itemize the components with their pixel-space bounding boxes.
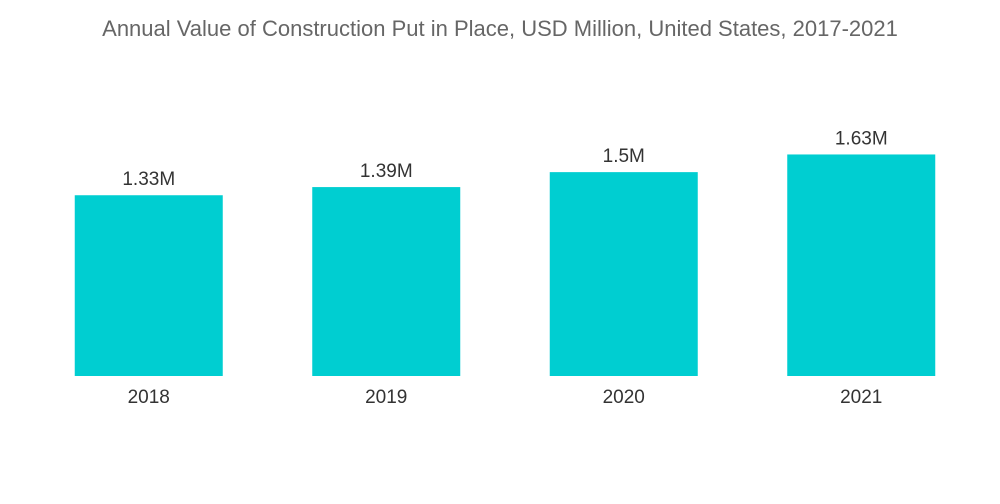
value-label-2019: 1.39M	[360, 161, 413, 182]
bar-2021	[787, 154, 936, 376]
chart-title: Annual Value of Construction Put in Plac…	[102, 16, 898, 41]
x-tick-label-2021: 2021	[840, 387, 882, 408]
bars-layer	[74, 154, 936, 376]
x-tick-labels-layer: 2018 2019 2020 2021	[128, 387, 883, 408]
x-tick-label-2019: 2019	[365, 387, 407, 408]
bar-2019	[312, 187, 461, 376]
value-label-2021: 1.63M	[835, 128, 888, 149]
bar-2020	[549, 172, 698, 376]
value-labels-layer: 1.33M 1.39M 1.5M 1.63M	[122, 128, 887, 190]
x-tick-label-2020: 2020	[603, 387, 645, 408]
value-label-2020: 1.5M	[603, 146, 645, 167]
bar-2018	[74, 195, 223, 376]
x-tick-label-2018: 2018	[128, 387, 170, 408]
value-label-2018: 1.33M	[122, 169, 175, 190]
